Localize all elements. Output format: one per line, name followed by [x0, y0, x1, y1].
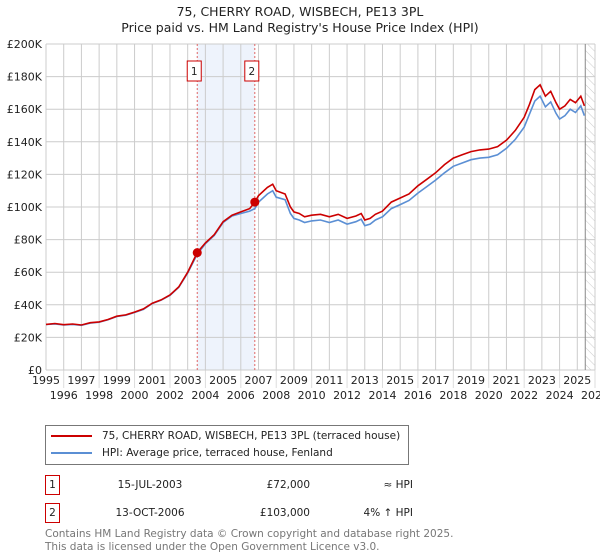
x-tick-label: 2005	[209, 374, 237, 387]
transaction-date: 13-OCT-2006	[115, 507, 185, 519]
transaction-price: £103,000	[259, 507, 310, 519]
x-tick-label: 1995	[32, 374, 60, 387]
x-tick-label: 2013	[351, 374, 379, 387]
x-tick-label: 2000	[121, 389, 149, 402]
marker-badge	[186, 60, 202, 82]
x-tick-label: 2019	[457, 374, 485, 387]
footer: Contains HM Land Registry data © Crown c…	[45, 528, 453, 554]
footer-line: This data is licensed under the Open Gov…	[45, 541, 380, 553]
x-tick-label: 2023	[528, 374, 556, 387]
y-tick-label: £60K	[14, 266, 43, 279]
x-tick-label: 2008	[262, 389, 290, 402]
transaction-hpi: ≈ HPI	[383, 479, 413, 491]
marker-badge	[244, 60, 260, 82]
y-tick-label: £140K	[7, 136, 43, 149]
y-tick-label: £80K	[14, 234, 43, 247]
y-tick-label: £180K	[7, 71, 43, 84]
x-tick-label: 2011	[315, 374, 343, 387]
x-tick-label: 2015	[386, 374, 414, 387]
x-tick-label: 2016	[404, 389, 432, 402]
transaction-row: 2 13-OCT-2006 £103,000 4% ↑ HPI	[45, 503, 413, 523]
y-tick-label: £160K	[7, 103, 43, 116]
transaction-hpi: 4% ↑ HPI	[363, 507, 413, 519]
x-tick-label: 2010	[298, 389, 326, 402]
x-tick-label: 2012	[333, 389, 361, 402]
transaction-date: 15-JUL-2003	[117, 479, 183, 491]
hpi-series-line	[45, 94, 586, 327]
y-tick-label: £20K	[14, 331, 43, 344]
legend-swatch-blue	[51, 452, 92, 454]
x-tick-label: 2001	[138, 374, 166, 387]
x-tick-label: 2025	[563, 374, 591, 387]
transaction-row: 1 15-JUL-2003 £72,000 ≈ HPI	[45, 475, 413, 495]
x-tick-label: 2006	[227, 389, 255, 402]
chart-title: 75, CHERRY ROAD, WISBECH, PE13 3PL	[176, 4, 424, 19]
x-tick-label: 2024	[546, 389, 574, 402]
marker-label: 2	[248, 66, 255, 78]
x-tick-label: 2003	[174, 374, 202, 387]
legend-item-hpi: HPI: Average price, terraced house, Fenl…	[46, 445, 333, 461]
y-tick-label: £100K	[7, 201, 43, 214]
x-tick-label: 2017	[422, 374, 450, 387]
footer-line: Contains HM Land Registry data © Crown c…	[45, 528, 454, 540]
x-tick-label: 2009	[280, 374, 308, 387]
x-tick-label: 2026	[581, 389, 600, 402]
chart-subtitle: Price paid vs. HM Land Registry's House …	[121, 20, 479, 35]
x-tick-label: 2022	[510, 389, 538, 402]
x-tick-label: 1998	[85, 389, 113, 402]
x-tick-label: 1997	[67, 374, 95, 387]
marker-label: 1	[191, 66, 198, 78]
y-tick-label: £120K	[7, 168, 43, 181]
transaction-price: £72,000	[266, 479, 310, 491]
legend-swatch-red	[51, 435, 92, 437]
x-tick-label: 2020	[475, 389, 503, 402]
legend: 75, CHERRY ROAD, WISBECH, PE13 3PL (terr…	[45, 425, 409, 465]
x-tick-label: 2004	[191, 389, 219, 402]
sale-point	[250, 197, 260, 207]
y-tick-label: £200K	[7, 38, 43, 51]
sale-point	[192, 248, 202, 258]
x-tick-label: 1999	[103, 374, 131, 387]
legend-label: 75, CHERRY ROAD, WISBECH, PE13 3PL (terr…	[102, 430, 401, 442]
y-tick-label: £0	[28, 364, 42, 377]
marker-badge: 2	[45, 503, 60, 523]
x-tick-label: 2002	[156, 389, 184, 402]
x-tick-label: 1996	[50, 389, 78, 402]
x-tick-label: 2014	[368, 389, 396, 402]
legend-label: HPI: Average price, terraced house, Fenl…	[102, 447, 333, 459]
legend-item-property: 75, CHERRY ROAD, WISBECH, PE13 3PL (terr…	[46, 428, 400, 444]
marker-badge: 1	[45, 475, 60, 495]
x-tick-label: 2018	[439, 389, 467, 402]
y-tick-label: £40K	[14, 299, 43, 312]
property-series-line	[45, 83, 586, 326]
x-tick-label: 2007	[245, 374, 273, 387]
x-tick-label: 2021	[492, 374, 520, 387]
price-chart: 1995 1996 1997 1998 1999 2000 2001 2002 2003 2004…	[7, 38, 600, 402]
